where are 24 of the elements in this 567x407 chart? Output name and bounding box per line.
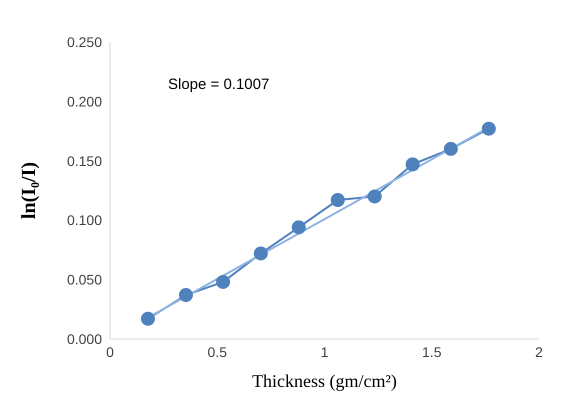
point [140, 312, 155, 326]
point [254, 246, 268, 260]
point [406, 157, 420, 172]
x-axis-title: Thickness (gm/cm²) [252, 371, 397, 391]
y-tick-label: 0.250 [66, 34, 102, 50]
x-tick-label: 2 [535, 344, 544, 360]
y-axis-title: ln(I₀/I) [18, 162, 40, 220]
point [368, 189, 382, 204]
point [216, 274, 230, 289]
y-tick-label: 0.000 [66, 330, 102, 347]
y-tick-label: 0.100 [66, 212, 102, 228]
y-tick-label: 0.150 [66, 152, 102, 169]
point [330, 193, 345, 208]
x-tick-label: 1.5 [422, 344, 442, 360]
point [292, 220, 306, 234]
point [178, 288, 193, 302]
annotation: Slope = 0.1007 [168, 76, 270, 93]
x-tick-label: 0 [106, 344, 114, 360]
y-tick-label: 0.050 [66, 272, 102, 288]
y-tick-label: 0.200 [66, 93, 102, 110]
point [482, 122, 496, 136]
x-tick-label: 0.5 [208, 344, 228, 360]
point [444, 142, 458, 156]
x-tick-label: 1 [320, 344, 329, 360]
